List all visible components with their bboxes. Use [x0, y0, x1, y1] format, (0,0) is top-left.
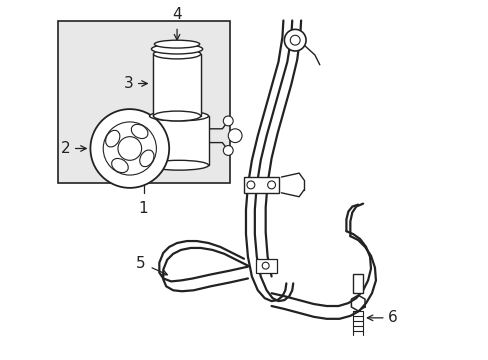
Circle shape	[267, 181, 275, 189]
Ellipse shape	[153, 49, 200, 59]
Bar	[58, 21, 230, 183]
Text: 1: 1	[139, 201, 148, 216]
Text: 5: 5	[136, 256, 145, 271]
Circle shape	[246, 181, 254, 189]
Bar	[153, 54, 200, 116]
Bar	[255, 259, 277, 273]
Circle shape	[228, 129, 242, 143]
Ellipse shape	[151, 44, 202, 54]
Circle shape	[223, 145, 233, 156]
Ellipse shape	[149, 160, 208, 170]
Ellipse shape	[131, 124, 148, 139]
Bar	[244, 177, 279, 193]
Ellipse shape	[111, 158, 128, 173]
Text: 6: 6	[387, 310, 397, 325]
Bar	[352, 274, 363, 293]
Circle shape	[223, 116, 233, 126]
Circle shape	[262, 262, 268, 269]
Text: 4: 4	[172, 8, 182, 22]
Circle shape	[290, 35, 300, 45]
Ellipse shape	[140, 150, 154, 167]
Text: 2: 2	[61, 141, 71, 156]
Ellipse shape	[105, 130, 120, 147]
Ellipse shape	[153, 111, 200, 121]
Ellipse shape	[154, 40, 199, 48]
Bar	[149, 116, 208, 165]
Ellipse shape	[149, 111, 208, 121]
Text: 3: 3	[124, 76, 133, 91]
Circle shape	[90, 109, 169, 188]
Circle shape	[284, 30, 305, 51]
